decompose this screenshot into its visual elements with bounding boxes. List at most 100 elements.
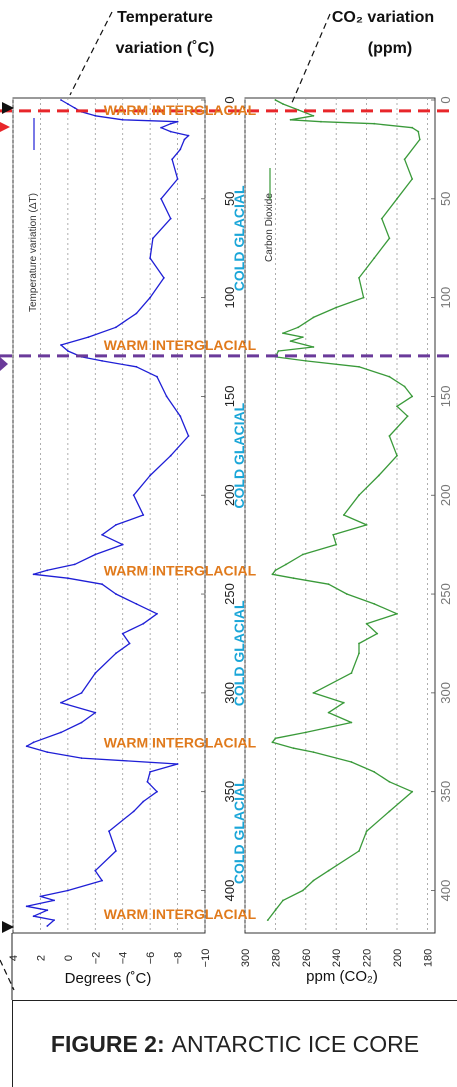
co2-data-point	[358, 642, 360, 645]
temperature-callout-line2: variation (˚C)	[116, 40, 215, 57]
temperature-data-point	[135, 603, 138, 605]
co2-data-point	[373, 122, 376, 125]
tick-layer: 4 2 0 −2 −4 −6 −8 −10 0 50 100 150 200 250 300 350 400 30…	[8, 96, 453, 967]
temperature-data-point	[80, 721, 83, 724]
temperature-value-tick-label: −6	[145, 952, 157, 965]
temperature-value-tick: 0	[63, 955, 75, 961]
top-left-arrowhead	[2, 102, 14, 114]
co2-plot-frame	[244, 97, 436, 934]
temperature-callout-leader	[69, 11, 113, 96]
co2-data-point	[312, 346, 315, 348]
temperature-value-tick: 2	[35, 955, 47, 961]
co2-data-point	[411, 178, 414, 180]
temperature-depth-tick-label: 400	[222, 880, 237, 902]
temperature-value-tick-label: −4	[118, 952, 130, 965]
temperature-data-point	[94, 711, 97, 714]
temperature-depth-tick: 50	[222, 192, 237, 206]
co2-data-point	[312, 316, 315, 319]
temperature-data-point	[156, 612, 158, 615]
temperature-depth-tick: 350	[222, 781, 237, 803]
temperature-depth-tick-label: 300	[222, 682, 237, 704]
temperature-data-point	[101, 360, 103, 362]
temperature-data-point	[60, 701, 62, 704]
co2-data-point	[350, 672, 353, 674]
co2-data-point	[388, 435, 391, 437]
left-leader-bottom	[0, 959, 15, 991]
temperature-value-tick: −6	[145, 952, 157, 965]
co2-legend-label: Carbon Dioxide	[264, 193, 275, 262]
co2-data-point	[327, 711, 330, 714]
temperature-data-point	[176, 763, 179, 765]
co2-depth-tick-label: 300	[438, 682, 453, 704]
co2-data-point	[312, 751, 315, 753]
co2-data-point	[350, 761, 353, 763]
temperature-legend: Temperature variation (ΔT)	[28, 193, 39, 312]
temperature-data-point	[108, 830, 110, 833]
co2-data-point	[292, 747, 295, 750]
co2-data-point	[312, 692, 315, 694]
temperature-data-point	[135, 365, 138, 368]
cold-glacial-label-group: COLD GLACIAL	[231, 402, 247, 508]
temperature-depth-tick-label: 50	[222, 192, 237, 206]
temperature-data-point	[101, 879, 103, 882]
co2-depth-tick: 200	[438, 484, 453, 506]
temperature-data-point	[128, 642, 131, 645]
cold-glacial-label: COLD GLACIAL	[231, 778, 247, 884]
co2-data-point	[312, 879, 315, 882]
temperature-data-point	[156, 790, 158, 793]
temperature-data-point	[163, 277, 165, 279]
grid-layer	[12, 98, 428, 933]
co2-data-point	[297, 109, 300, 111]
co2-data-point	[304, 360, 307, 362]
co2-data-point	[350, 721, 353, 724]
co2-legend: Carbon Dioxide	[264, 193, 275, 262]
temperature-data-point	[132, 810, 135, 813]
temperature-depth-tick-label: 100	[222, 287, 237, 309]
co2-data-point	[365, 524, 368, 526]
temperature-data-point	[160, 197, 163, 200]
co2-value-tick: 280	[270, 949, 282, 967]
co2-data-point	[312, 114, 315, 117]
temperature-data-point	[32, 573, 35, 576]
temperature-data-point	[149, 257, 152, 259]
co2-data-point	[396, 454, 398, 457]
co2-data-point	[403, 158, 406, 161]
temperature-series-line	[26, 99, 190, 927]
co2-data-point	[376, 632, 379, 635]
temperature-data-point	[73, 563, 76, 566]
temperature-callout-line1: Temperature	[117, 9, 213, 26]
co2-data-point	[274, 99, 277, 101]
co2-data-point	[406, 415, 409, 418]
co2-data-point	[274, 569, 277, 572]
temperature-value-tick: −4	[118, 952, 130, 965]
co2-data-point	[335, 543, 338, 546]
co2-value-tick-label: 260	[301, 949, 313, 967]
temperature-value-tick-label: −8	[173, 952, 185, 965]
co2-callout-line2: (ppm)	[368, 40, 412, 57]
co2-data-point	[304, 731, 307, 734]
co2-value-tick: 180	[422, 949, 434, 967]
co2-data-point	[332, 533, 335, 536]
co2-data-point	[358, 494, 360, 497]
co2-data-point	[282, 332, 284, 335]
co2-depth-tick-label: 0	[438, 96, 453, 103]
co2-depth-tick: 350	[438, 781, 453, 803]
temperature-data-point	[121, 118, 124, 121]
temperature-value-tick-label: 2	[35, 955, 47, 961]
temperature-data-point	[176, 178, 179, 180]
co2-data-point	[388, 237, 391, 240]
temperature-data-point	[115, 524, 117, 526]
red-marker-arrowhead	[0, 122, 10, 132]
co2-data-point	[282, 103, 284, 105]
co2-data-point	[396, 612, 398, 615]
temperature-value-tick: −8	[173, 952, 185, 965]
temperature-data-point	[60, 99, 62, 101]
co2-data-point	[411, 790, 414, 793]
temperature-data-point	[165, 395, 168, 398]
temperature-data-point	[135, 312, 138, 315]
co2-data-point	[274, 909, 277, 912]
co2-value-tick: 260	[301, 949, 313, 967]
temperature-data-point	[60, 344, 62, 346]
co2-data-point	[380, 217, 383, 220]
